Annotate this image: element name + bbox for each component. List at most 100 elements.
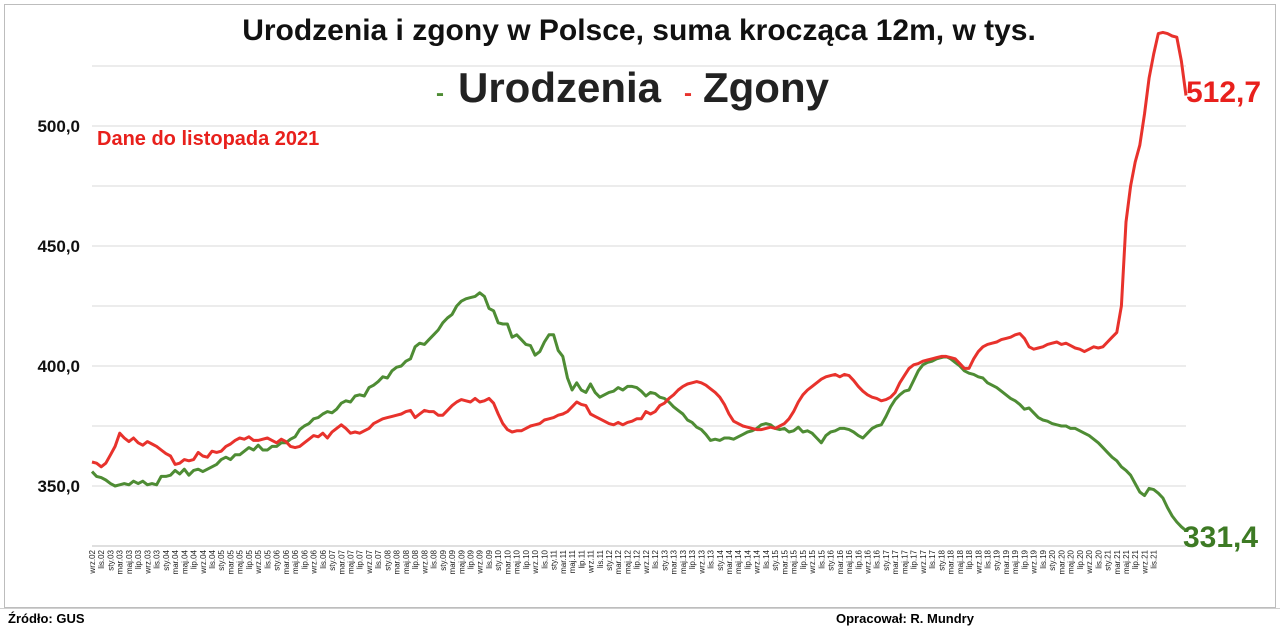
x-tick-label: lis.11 (596, 549, 605, 568)
x-tick-label: maj.21 (1122, 549, 1131, 574)
x-tick-label: sty.07 (328, 549, 337, 570)
x-tick-label: lis.10 (540, 549, 549, 568)
x-tick-label: mar.09 (448, 549, 457, 574)
x-tick-label: sty.11 (550, 549, 559, 570)
x-tick-label: mar.17 (891, 549, 900, 574)
x-tick-label: wrz.09 (476, 549, 485, 574)
x-tick-label: lis.05 (263, 549, 272, 568)
x-tick-label: lip.18 (965, 549, 974, 569)
x-tick-label: wrz.08 (420, 549, 429, 574)
footer-divider (0, 608, 1280, 609)
x-tick-label: wrz.12 (642, 549, 651, 574)
x-tick-label: sty.16 (827, 549, 836, 570)
x-tick-label: lis.06 (319, 549, 328, 568)
x-tick-label: mar.04 (171, 549, 180, 574)
x-tick-label: wrz.21 (1140, 549, 1149, 574)
x-tick-label: maj.13 (679, 549, 688, 574)
x-tick-label: maj.08 (402, 549, 411, 574)
y-tick-labels: 350,0 400,0 450,0 500,0 (37, 117, 80, 496)
x-tick-label: lip.12 (633, 549, 642, 569)
end-label-urodzenia: 331,4 (1183, 521, 1258, 554)
x-tick-label: lis.19 (1039, 549, 1048, 568)
x-tick-label: lis.03 (153, 549, 162, 568)
x-tick-label: mar.13 (670, 549, 679, 574)
footer-source: Źródło: GUS (8, 611, 85, 626)
x-tick-label: lip.08 (411, 549, 420, 569)
x-tick-label: lis.07 (374, 549, 383, 568)
x-tick-label: wrz.13 (697, 549, 706, 574)
x-tick-label: sty.18 (937, 549, 946, 570)
series-line-zgony (91, 30, 1188, 469)
x-tick-label: mar.05 (226, 549, 235, 574)
x-tick-label: maj.04 (180, 549, 189, 574)
x-tick-label: lip.05 (245, 549, 254, 569)
x-tick-label: wrz.10 (531, 549, 540, 574)
x-tick-label: mar.03 (116, 549, 125, 574)
x-tick-label: lis.18 (984, 549, 993, 568)
x-tick-label: lip.19 (1020, 549, 1029, 569)
x-tick-label: lip.21 (1131, 549, 1140, 569)
plot-border (4, 4, 1276, 608)
x-tick-label: maj.15 (790, 549, 799, 574)
x-tick-label: lis.09 (485, 549, 494, 568)
x-tick-label: wrz.20 (1085, 549, 1094, 574)
x-tick-labels: wrz.02 lis.02 sty.03 mar.03 maj.03 lip.03 wrz.… (88, 549, 1159, 574)
legend-marker-urodzenia: - (436, 80, 444, 107)
x-tick-label: wrz.11 (587, 549, 596, 574)
x-tick-label: maj.06 (291, 549, 300, 574)
x-tick-label: lip.10 (522, 549, 531, 569)
x-tick-label: sty.03 (106, 549, 115, 570)
x-tick-label: maj.07 (346, 549, 355, 574)
x-tick-label: maj.10 (513, 549, 522, 574)
x-tick-label: maj.20 (1067, 549, 1076, 574)
x-tick-label: sty.13 (660, 549, 669, 570)
x-tick-label: sty.19 (993, 549, 1002, 570)
x-tick-label: mar.16 (836, 549, 845, 574)
x-tick-label: wrz.18 (974, 549, 983, 574)
x-tick-label: sty.09 (439, 549, 448, 570)
x-tick-label: mar.06 (282, 549, 291, 574)
x-tick-label: wrz.03 (143, 549, 152, 574)
x-tick-label: lip.03 (134, 549, 143, 569)
x-tick-label: sty.17 (882, 549, 891, 570)
x-tick-label: lip.11 (577, 549, 586, 568)
y-tick-label: 500,0 (37, 117, 80, 136)
series-line-urodzenia (90, 291, 1187, 532)
x-tick-label: mar.11 (559, 549, 568, 573)
x-tick-label: maj.19 (1011, 549, 1020, 574)
x-tick-label: lip.13 (688, 549, 697, 569)
x-tick-label: maj.03 (125, 549, 134, 574)
x-tick-label: mar.10 (503, 549, 512, 574)
x-tick-label: mar.08 (393, 549, 402, 574)
x-tick-label: wrz.06 (310, 549, 319, 574)
data-note: Dane do listopada 2021 (97, 128, 319, 150)
x-tick-label: lis.02 (97, 549, 106, 568)
x-tick-label: mar.07 (337, 549, 346, 574)
x-tick-label: mar.19 (1002, 549, 1011, 574)
x-tick-label: sty.06 (273, 549, 282, 570)
x-tick-label: lip.07 (356, 549, 365, 569)
chart-svg: 350,0 400,0 450,0 500,0 wrz.02 lis.02 sty.03 m… (37, 14, 1261, 575)
x-tick-label: maj.05 (236, 549, 245, 574)
x-tick-label: mar.14 (725, 549, 734, 574)
x-tick-label: lip.09 (467, 549, 476, 569)
x-tick-label: maj.14 (734, 549, 743, 574)
x-tick-label: sty.14 (716, 549, 725, 570)
x-tick-label: sty.21 (1104, 549, 1113, 570)
x-tick-label: lis.20 (1094, 549, 1103, 568)
x-tick-label: lis.16 (873, 549, 882, 568)
x-tick-label: lip.04 (190, 549, 199, 569)
x-tick-label: lis.14 (762, 549, 771, 568)
x-tick-label: wrz.19 (1030, 549, 1039, 574)
x-tick-label: lis.04 (208, 549, 217, 568)
x-tick-label: mar.21 (1113, 549, 1122, 574)
y-tick-label: 350,0 (37, 477, 80, 496)
y-tick-label: 400,0 (37, 357, 80, 376)
x-tick-label: maj.11 (568, 549, 577, 573)
x-tick-label: lis.12 (651, 549, 660, 568)
x-tick-label: lis.13 (707, 549, 716, 568)
x-tick-label: sty.08 (383, 549, 392, 570)
y-tick-label: 450,0 (37, 237, 80, 256)
x-tick-label: wrz.14 (753, 549, 762, 574)
